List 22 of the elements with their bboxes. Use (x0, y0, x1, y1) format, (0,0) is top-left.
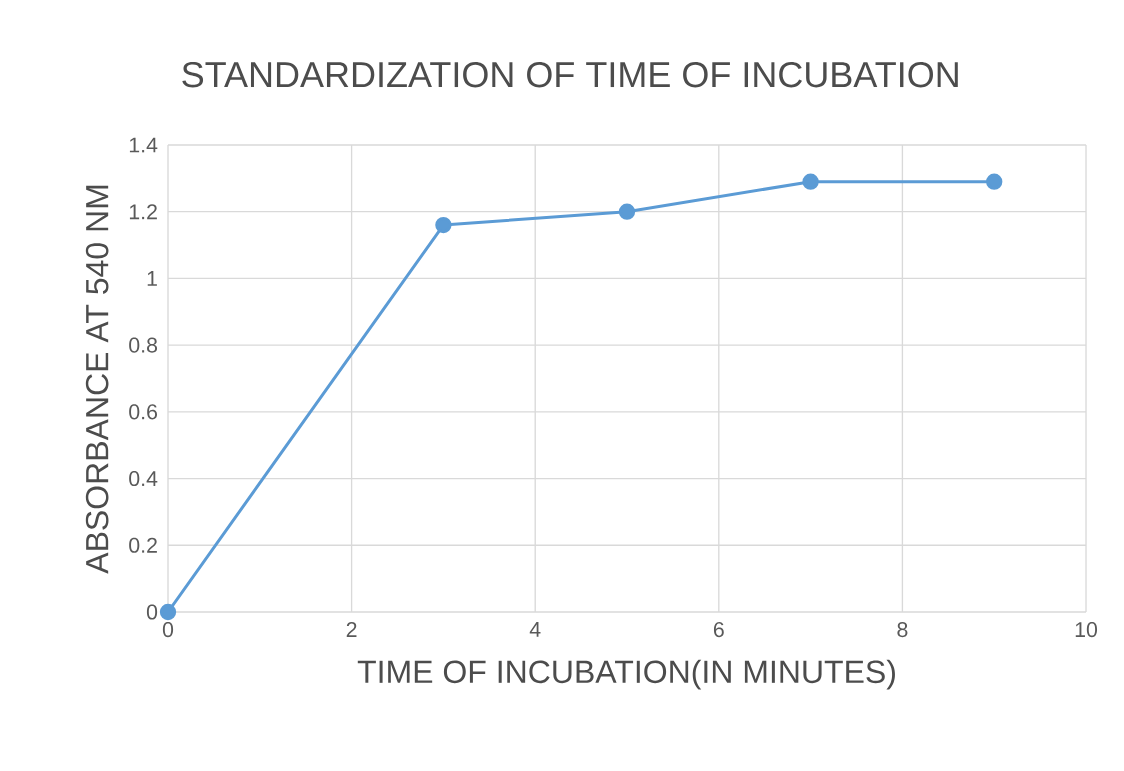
chart-title: STANDARDIZATION OF TIME OF INCUBATION (182, 61, 958, 88)
y-tick-label: 1.4 (129, 137, 158, 153)
x-tick-label: 8 (897, 622, 908, 638)
point (435, 216, 452, 234)
y-tick-label: 1 (147, 271, 157, 286)
x-tick-label: 6 (713, 622, 724, 638)
x-tick-label: 4 (529, 622, 541, 637)
y-axis-title: ABSORBANCE AT 540 NM (85, 185, 109, 574)
x-tick-label: 2 (346, 622, 357, 637)
y-tick-label: 0.8 (129, 337, 158, 353)
y-tick-label: 0.6 (129, 404, 158, 420)
point (802, 173, 819, 190)
x-tick-label: 0 (162, 622, 174, 638)
y-tick-label: 0.4 (129, 471, 158, 487)
y-tick-label: 0 (146, 604, 158, 620)
y-tick-label: 0.2 (129, 537, 157, 553)
x-axis-title: TIME OF INCUBATION(IN MINUTES) (357, 659, 895, 690)
point (618, 203, 636, 220)
point (159, 603, 177, 621)
point (986, 173, 1003, 190)
y-tick-label: 1.2 (129, 204, 157, 220)
x-tick-label: 10 (1075, 622, 1098, 638)
